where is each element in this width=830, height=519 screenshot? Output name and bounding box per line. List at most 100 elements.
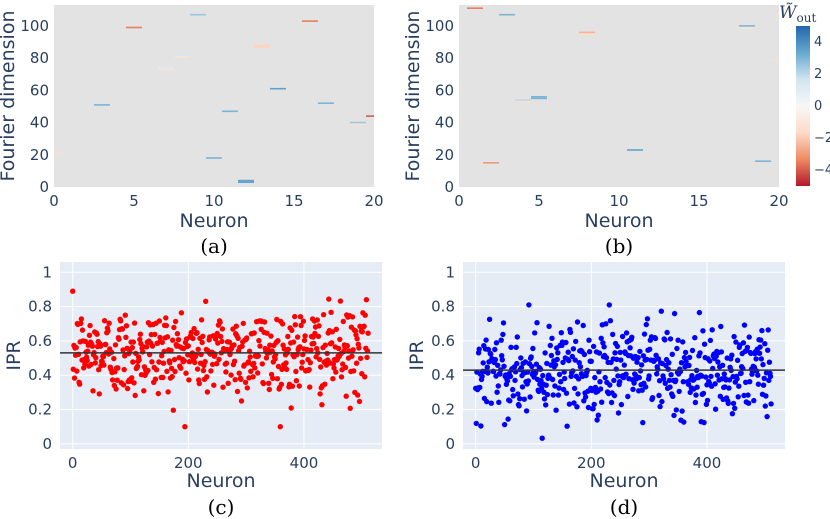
scatter-d-point xyxy=(547,342,553,349)
scatter-d-point xyxy=(630,386,636,392)
scatter-d-point xyxy=(671,310,678,317)
scatter-d-point xyxy=(590,343,597,350)
scatter-c-point xyxy=(316,323,322,329)
scatter-d-point xyxy=(504,378,511,384)
scatter-c-point xyxy=(298,322,304,329)
scatter-c-point xyxy=(93,355,99,361)
scatter-d-point xyxy=(597,386,604,392)
scatter-c-point xyxy=(252,365,258,371)
scatter-c-point xyxy=(296,383,302,389)
scatter-c-point xyxy=(260,380,267,387)
scatter-d-point xyxy=(569,353,575,360)
scatter-d-point xyxy=(522,359,529,365)
scatter-d-point xyxy=(652,335,659,342)
scatter-c-point xyxy=(112,342,119,348)
scatter-d-point xyxy=(518,355,524,361)
scatter-c-y-axis-label: IPR xyxy=(3,340,25,370)
scatter-d-point xyxy=(701,341,708,347)
scatter-c-point xyxy=(171,324,177,331)
heatmap-a-cell xyxy=(222,110,238,113)
scatter-c-point xyxy=(350,347,356,353)
scatter-d-y-axis-label: IPR xyxy=(406,340,428,370)
scatter-d-point xyxy=(634,359,640,365)
scatter-d-point xyxy=(492,346,498,353)
scatter-d-point xyxy=(483,337,489,343)
scatter-c-point xyxy=(219,338,225,345)
scatter-d-point xyxy=(755,381,762,387)
scatter-d-point xyxy=(575,376,582,382)
scatter-c-point xyxy=(278,381,285,387)
scatter-c-point xyxy=(82,338,89,345)
scatter-c-point xyxy=(122,312,128,318)
scatter-c-y-tick: 1 xyxy=(42,263,52,281)
scatter-c-point xyxy=(293,368,299,375)
scatter-c-point xyxy=(215,340,221,346)
scatter-d-point xyxy=(543,382,549,388)
scatter-c-point xyxy=(251,330,257,336)
scatter-c-point xyxy=(113,386,119,392)
scatter-c-point xyxy=(100,354,107,360)
scatter-c-point xyxy=(200,333,206,339)
scatter-d-point xyxy=(495,383,501,389)
scatter-c-point xyxy=(263,355,270,361)
scatter-d-point xyxy=(680,339,686,345)
scatter-d-point xyxy=(697,350,703,356)
scatter-c-point xyxy=(294,334,301,340)
scatter-d-point xyxy=(555,350,561,356)
scatter-c-point xyxy=(337,336,343,343)
scatter-c-point xyxy=(170,407,176,413)
scatter-c-point xyxy=(155,390,161,397)
scatter-c-point xyxy=(129,375,135,381)
heatmap-b-cell xyxy=(499,13,515,16)
scatter-c-point xyxy=(185,343,191,349)
scatter-d-point xyxy=(667,336,674,342)
colorbar: 4 2 0 −2 −4 W̃out xyxy=(779,3,830,186)
scatter-d-point xyxy=(696,309,703,316)
heatmap-a-cell xyxy=(190,13,206,16)
scatter-d-point xyxy=(493,340,500,346)
scatter-d-point xyxy=(534,320,540,326)
scatter-c-point xyxy=(342,364,349,371)
scatter-d-point xyxy=(567,329,574,335)
scatter-d-point xyxy=(686,362,692,369)
scatter-c-point xyxy=(356,398,363,405)
scatter-c-point xyxy=(340,318,346,325)
scatter-d-point xyxy=(610,331,616,338)
scatter-d-point xyxy=(577,364,584,370)
scatter-d-point xyxy=(665,366,671,372)
scatter-c-point xyxy=(239,343,245,349)
scatter-d-point xyxy=(484,398,490,405)
scatter-d-point xyxy=(707,358,713,364)
scatter-c-point xyxy=(123,334,129,340)
colorbar-tick: −4 xyxy=(814,163,830,178)
scatter-d-point xyxy=(519,384,526,390)
scatter-d-y-tick: 0 xyxy=(445,435,455,453)
scatter-d-point xyxy=(719,362,726,368)
scatter-c-point xyxy=(120,382,127,388)
scatter-d-point xyxy=(760,382,767,388)
scatter-c-point xyxy=(356,345,362,351)
scatter-d-point xyxy=(508,344,514,350)
scatter-d-point xyxy=(574,404,580,410)
scatter-d-point xyxy=(734,357,741,363)
scatter-d-point xyxy=(694,384,700,390)
scatter-c-point xyxy=(73,344,79,351)
scatter-c-point xyxy=(292,313,298,320)
scatter-d-point xyxy=(486,316,493,322)
scatter-d-point xyxy=(543,402,549,408)
scatter-c-point xyxy=(183,370,189,376)
scatter-d-point xyxy=(510,393,516,399)
scatter-c-point xyxy=(257,343,263,349)
scatter-c-y-tick: 0.8 xyxy=(28,298,52,316)
scatter-c-point xyxy=(109,377,116,383)
scatter-c-point xyxy=(97,343,104,349)
scatter-d-point xyxy=(676,388,682,395)
scatter-c-point xyxy=(192,359,198,366)
scatter-panel-d: 0 200 400 0 0.2 0.4 0.6 0.8 1 Neuron IPR (d) xyxy=(406,262,785,519)
scatter-c-y-tick: 0.6 xyxy=(28,332,52,350)
scatter-d-point xyxy=(741,322,748,328)
scatter-d-point xyxy=(560,359,566,366)
scatter-c-point xyxy=(359,329,365,335)
scatter-d-point xyxy=(637,368,644,374)
scatter-c-point xyxy=(364,354,370,361)
